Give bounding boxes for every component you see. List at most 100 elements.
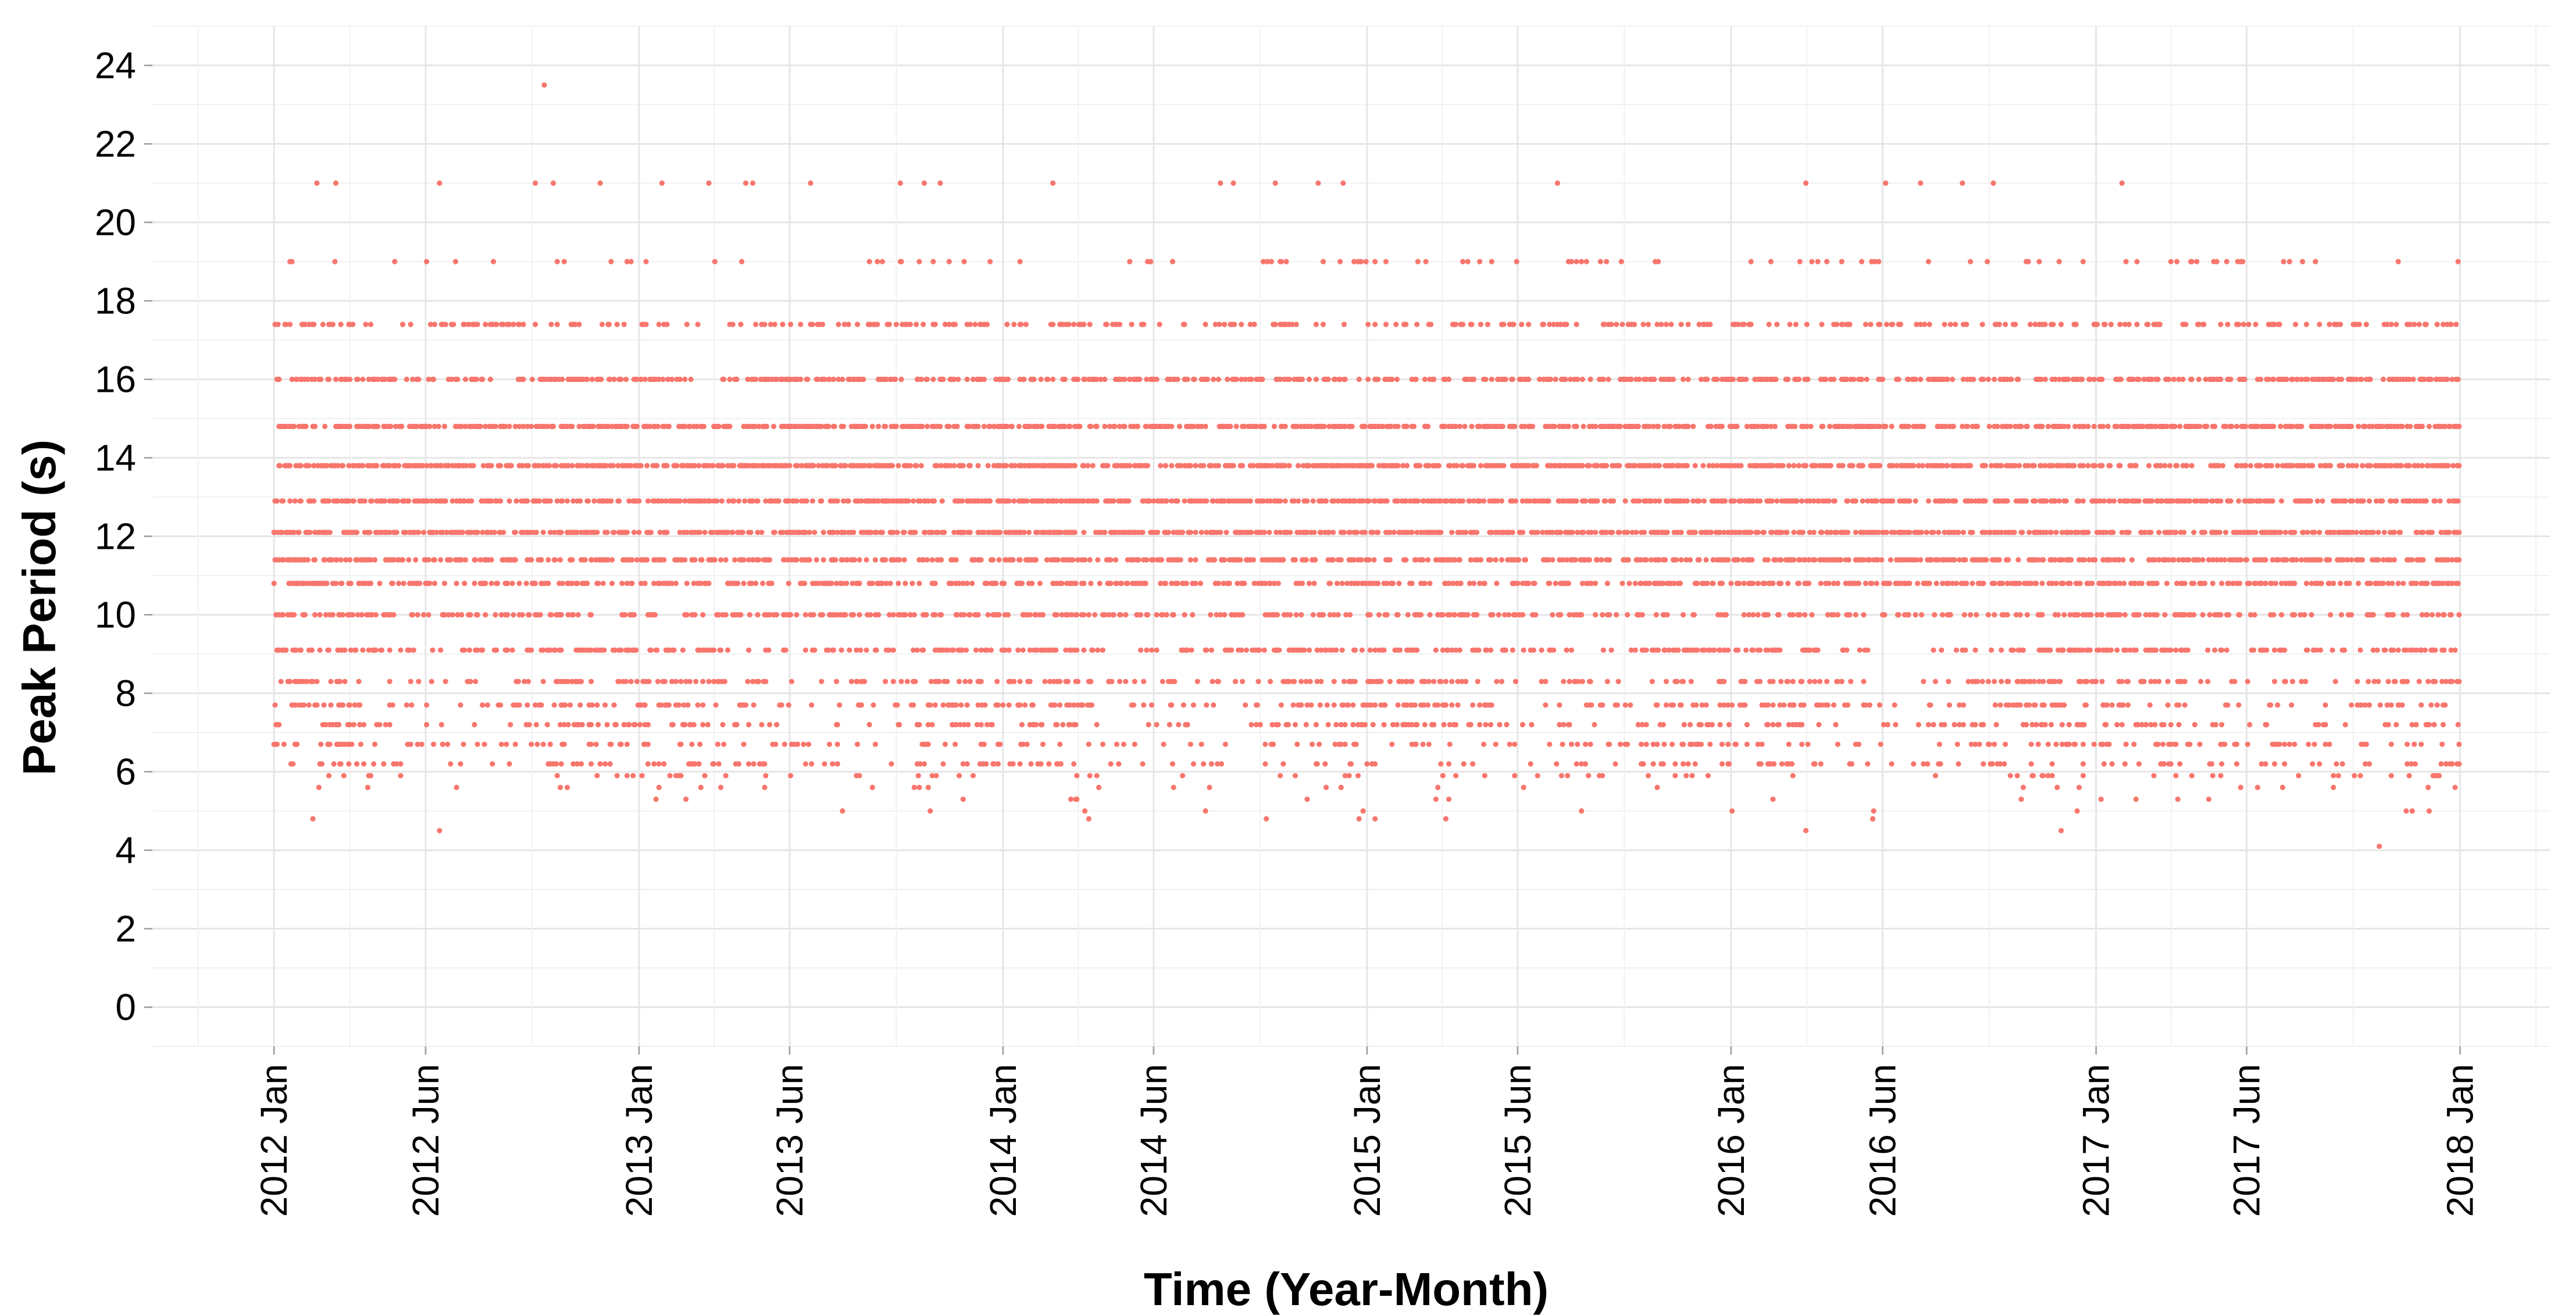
data-point (1649, 498, 1654, 504)
data-point (498, 498, 504, 504)
data-point (1144, 557, 1150, 563)
data-point (629, 580, 635, 587)
data-point (1380, 423, 1386, 430)
data-point (822, 376, 827, 383)
data-point (636, 498, 642, 504)
data-point (287, 321, 293, 327)
data-point (1395, 498, 1401, 504)
data-point (538, 557, 544, 563)
data-point (1011, 321, 1017, 327)
data-point (811, 463, 816, 469)
data-point (1050, 321, 1056, 327)
data-point (1421, 498, 1427, 504)
data-point (2314, 498, 2320, 504)
data-point (621, 321, 627, 327)
data-point (2032, 498, 2038, 504)
data-point (603, 463, 609, 469)
data-point (513, 498, 519, 504)
data-point (2455, 259, 2461, 265)
data-point (1982, 463, 1988, 469)
data-point (314, 180, 320, 186)
data-point (929, 557, 935, 563)
data-point (611, 530, 617, 535)
data-point (589, 376, 595, 383)
data-point (1009, 423, 1015, 430)
data-point (1164, 498, 1169, 504)
data-point (1237, 557, 1243, 563)
data-point (473, 376, 480, 383)
data-point (1996, 557, 2002, 563)
data-point (2416, 463, 2421, 469)
data-point (1175, 498, 1180, 504)
data-point (576, 423, 582, 430)
data-point (684, 321, 690, 327)
data-point (2042, 376, 2048, 383)
data-point (2429, 530, 2435, 535)
data-point (2349, 557, 2354, 563)
data-point (1982, 498, 1988, 504)
data-point (2328, 463, 2334, 469)
data-point (2420, 530, 2426, 535)
data-point (449, 498, 455, 504)
data-point (854, 321, 861, 327)
data-point (1661, 423, 1667, 430)
data-point (2123, 259, 2129, 265)
data-point (1363, 259, 1369, 265)
data-point (2039, 423, 2045, 430)
data-point (367, 530, 373, 535)
data-point (812, 530, 818, 535)
data-point (1663, 321, 1669, 327)
data-point (1819, 530, 1825, 535)
data-point (2184, 463, 2190, 469)
data-point (1913, 376, 1918, 383)
data-point (2353, 530, 2359, 535)
data-point (655, 423, 661, 430)
data-point (2038, 376, 2044, 383)
data-point (1859, 259, 1865, 265)
data-point (1411, 423, 1417, 430)
data-point (2307, 498, 2313, 504)
data-point (2421, 376, 2427, 383)
data-point (292, 498, 298, 504)
data-point (1148, 259, 1154, 265)
data-point (1369, 463, 1375, 469)
data-point (1791, 463, 1797, 469)
data-point (2111, 498, 2117, 504)
data-point (768, 321, 773, 327)
data-point (2299, 376, 2304, 383)
data-point (1750, 498, 1756, 504)
data-point (947, 463, 953, 469)
data-point (1970, 530, 1975, 535)
data-point (1719, 423, 1725, 430)
data-point (925, 498, 931, 504)
data-point (883, 423, 889, 430)
data-point (1251, 321, 1257, 327)
data-point (445, 463, 452, 469)
data-point (1625, 557, 1631, 563)
data-point (1796, 463, 1802, 469)
data-point (741, 557, 747, 563)
data-point (1222, 498, 1228, 504)
data-point (712, 259, 718, 265)
data-point (1102, 423, 1108, 430)
data-point (981, 376, 987, 383)
data-point (1211, 498, 1216, 504)
data-point (1354, 530, 1360, 535)
data-point (712, 557, 718, 563)
data-point (346, 498, 352, 504)
data-point (1846, 557, 1851, 563)
data-point (702, 530, 708, 535)
data-point (897, 180, 903, 186)
data-point (1939, 463, 1946, 469)
data-point (1840, 463, 1846, 469)
data-point (732, 557, 738, 563)
data-point (2071, 463, 2077, 469)
data-point (2425, 463, 2431, 469)
data-point (2272, 321, 2278, 327)
data-point (2310, 463, 2315, 469)
data-point (413, 557, 419, 563)
data-point (911, 498, 916, 504)
data-point (643, 321, 649, 327)
data-point (1859, 376, 1865, 383)
data-point (2065, 376, 2071, 383)
